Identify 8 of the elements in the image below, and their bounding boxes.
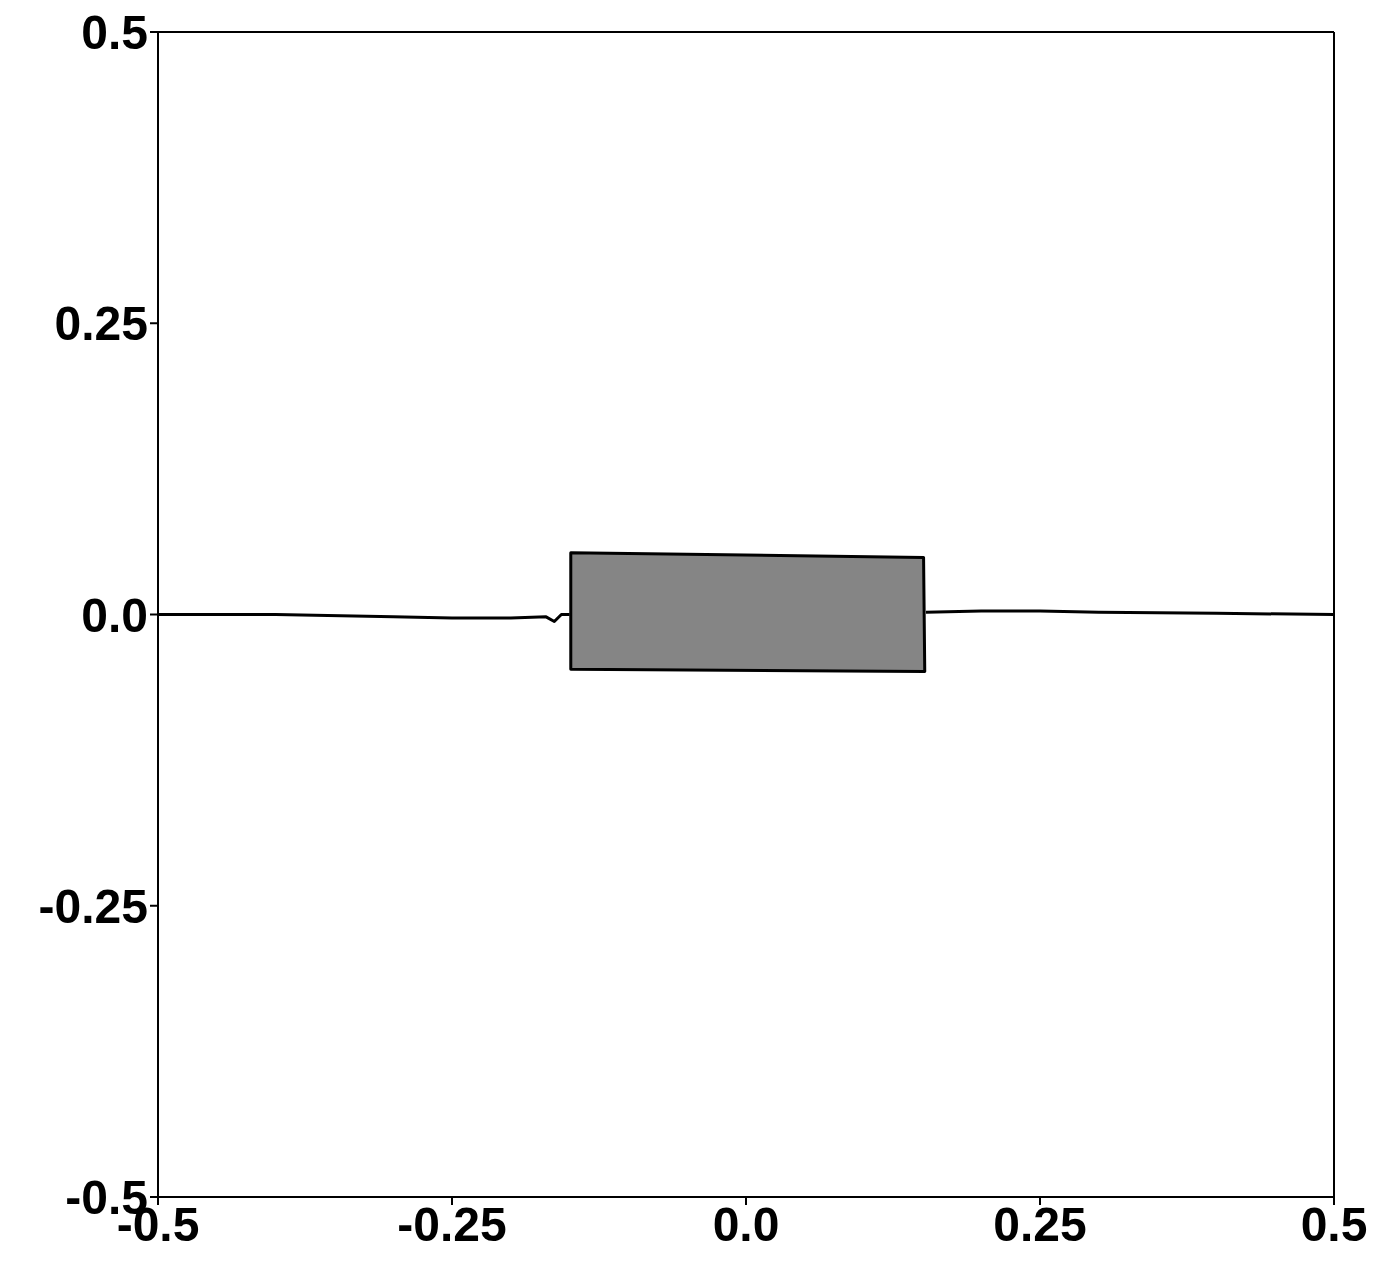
x-tick-label: -0.25 <box>397 1198 507 1252</box>
y-tick-label: 0.5 <box>81 6 148 60</box>
x-tick-label: 0.25 <box>993 1198 1087 1252</box>
x-tick-label: 0.0 <box>712 1198 780 1252</box>
x-tick-label: 0.5 <box>1300 1198 1368 1252</box>
y-tick-label: 0.25 <box>54 297 148 351</box>
y-tick-label: -0.25 <box>38 879 148 933</box>
y-tick-label: 0.0 <box>81 588 148 642</box>
